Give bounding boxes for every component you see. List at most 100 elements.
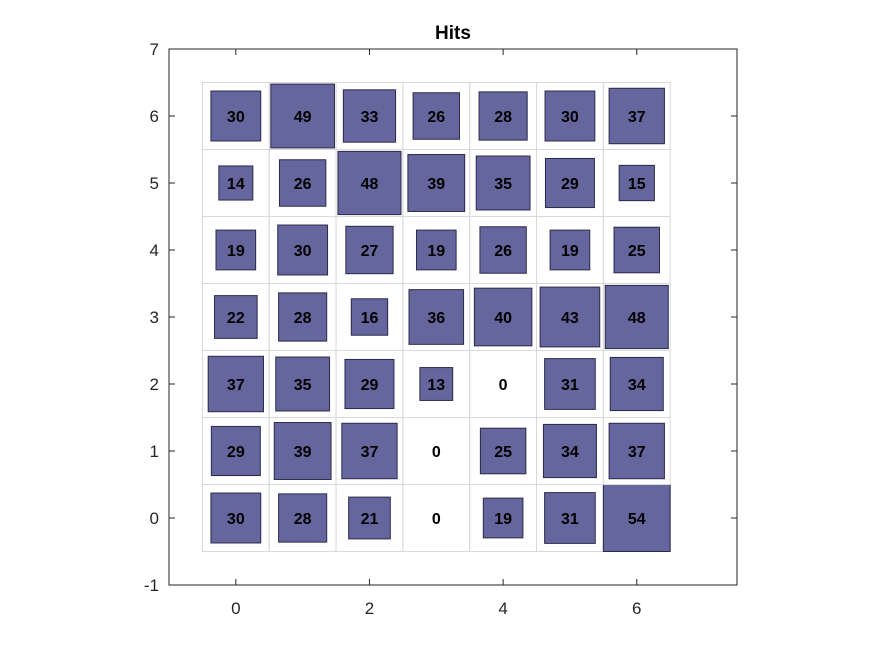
heatmap-cell: 19	[201, 216, 270, 284]
heatmap-cell: 54	[602, 484, 671, 552]
cell-value-label: 0	[432, 511, 441, 528]
cell-value-label: 37	[628, 109, 646, 126]
cell-value-label: 48	[628, 310, 646, 327]
cell-grid: 30 28 21 0 19 31 54 29 39 37 0 25 34 37 37 35 29 13 0 31 34 2…	[201, 82, 671, 552]
count-square	[344, 358, 395, 410]
heatmap-cell: 25	[602, 216, 671, 284]
y-tick-label: 0	[150, 509, 159, 528]
cell-value-label: 31	[561, 377, 579, 394]
cell-value-label: 13	[427, 377, 445, 394]
heatmap-cell: 13	[402, 350, 471, 418]
cell-value-label: 37	[361, 444, 379, 461]
cell-value-label: 26	[294, 176, 312, 193]
count-square	[608, 422, 665, 480]
count-square	[407, 154, 466, 212]
cell-value-label: 37	[628, 444, 646, 461]
count-square	[213, 295, 258, 339]
cell-value-label: 34	[561, 444, 579, 461]
x-tick-label: 2	[365, 599, 374, 618]
count-square	[408, 289, 465, 345]
count-square	[277, 224, 329, 276]
count-square	[544, 157, 595, 209]
cell-value-label: 28	[294, 511, 312, 528]
count-square	[479, 226, 527, 274]
heatmap-cell: 37	[602, 417, 671, 485]
cell-value-label: 29	[561, 176, 579, 193]
cell-value-label: 29	[361, 377, 379, 394]
cell-value-label: 30	[227, 511, 245, 528]
cell-value-label: 48	[361, 176, 379, 193]
count-square	[345, 225, 394, 275]
heatmap-cell: 48	[602, 283, 671, 351]
count-square	[542, 423, 597, 479]
cell-value-label: 26	[427, 109, 445, 126]
heatmap-cell: 28	[268, 484, 337, 552]
cell-value-label: 28	[494, 109, 512, 126]
heatmap-cell: 16	[335, 283, 404, 351]
count-square	[473, 287, 533, 347]
y-tick-label: 6	[150, 107, 159, 126]
cell-value-label: 33	[361, 109, 379, 126]
heatmap-cell: 0	[402, 484, 471, 552]
count-square	[273, 422, 332, 480]
count-square	[270, 83, 335, 149]
count-square	[278, 292, 328, 342]
cell-value-label: 19	[227, 243, 245, 260]
heatmap-cell: 34	[602, 350, 671, 418]
heatmap-cell: 22	[201, 283, 270, 351]
heatmap-cell: 30	[268, 216, 337, 284]
count-square	[207, 355, 264, 413]
cell-value-label: 49	[294, 109, 312, 126]
count-square	[412, 92, 460, 140]
cell-value-label: 40	[494, 310, 512, 327]
count-square	[475, 155, 531, 211]
cell-value-label: 22	[227, 310, 245, 327]
count-square	[539, 286, 601, 348]
cell-value-label: 34	[628, 377, 646, 394]
heatmap-cell: 30	[201, 82, 270, 150]
cell-value-label: 26	[494, 243, 512, 260]
cell-value-label: 25	[628, 243, 646, 260]
cell-value-label: 43	[561, 310, 579, 327]
count-square	[613, 226, 660, 274]
heatmap-cell: 19	[469, 484, 538, 552]
heatmap-cell: 30	[536, 82, 604, 150]
count-square	[275, 356, 331, 412]
heatmap-cell: 29	[335, 350, 404, 418]
count-square	[618, 164, 655, 202]
count-square	[604, 284, 669, 350]
y-tick-label: 1	[150, 442, 159, 461]
count-square	[478, 91, 528, 141]
count-square	[419, 367, 454, 401]
heatmap-cell: 29	[536, 149, 604, 217]
count-square	[218, 165, 254, 201]
cell-value-label: 35	[294, 377, 312, 394]
cell-value-label: 27	[361, 243, 379, 260]
heatmap-cell: 0	[402, 417, 471, 485]
heatmap-cell: 30	[201, 484, 270, 552]
count-square	[341, 422, 398, 480]
cell-value-label: 25	[494, 444, 512, 461]
y-tick-label: 4	[150, 241, 159, 260]
cell-value-label: 19	[561, 243, 579, 260]
count-square	[278, 159, 327, 207]
count-square	[210, 425, 261, 477]
cell-value-label: 16	[361, 310, 379, 327]
count-square	[278, 493, 328, 543]
heatmap-cell: 48	[335, 149, 404, 217]
y-tick-label: 2	[150, 375, 159, 394]
heatmap-cell: 43	[536, 283, 604, 351]
heatmap-cell: 37	[201, 350, 270, 418]
heatmap-cell: 34	[536, 417, 604, 485]
cell-value-label: 0	[499, 377, 508, 394]
heatmap-cell: 14	[201, 149, 270, 217]
cell-value-label: 39	[294, 444, 312, 461]
y-tick-label: 3	[150, 308, 159, 327]
cell-value-label: 30	[227, 109, 245, 126]
cell-value-label: 31	[561, 511, 579, 528]
cell-value-label: 30	[294, 243, 312, 260]
cell-value-label: 14	[227, 176, 245, 193]
cell-value-label: 29	[227, 444, 245, 461]
count-square	[342, 89, 397, 143]
